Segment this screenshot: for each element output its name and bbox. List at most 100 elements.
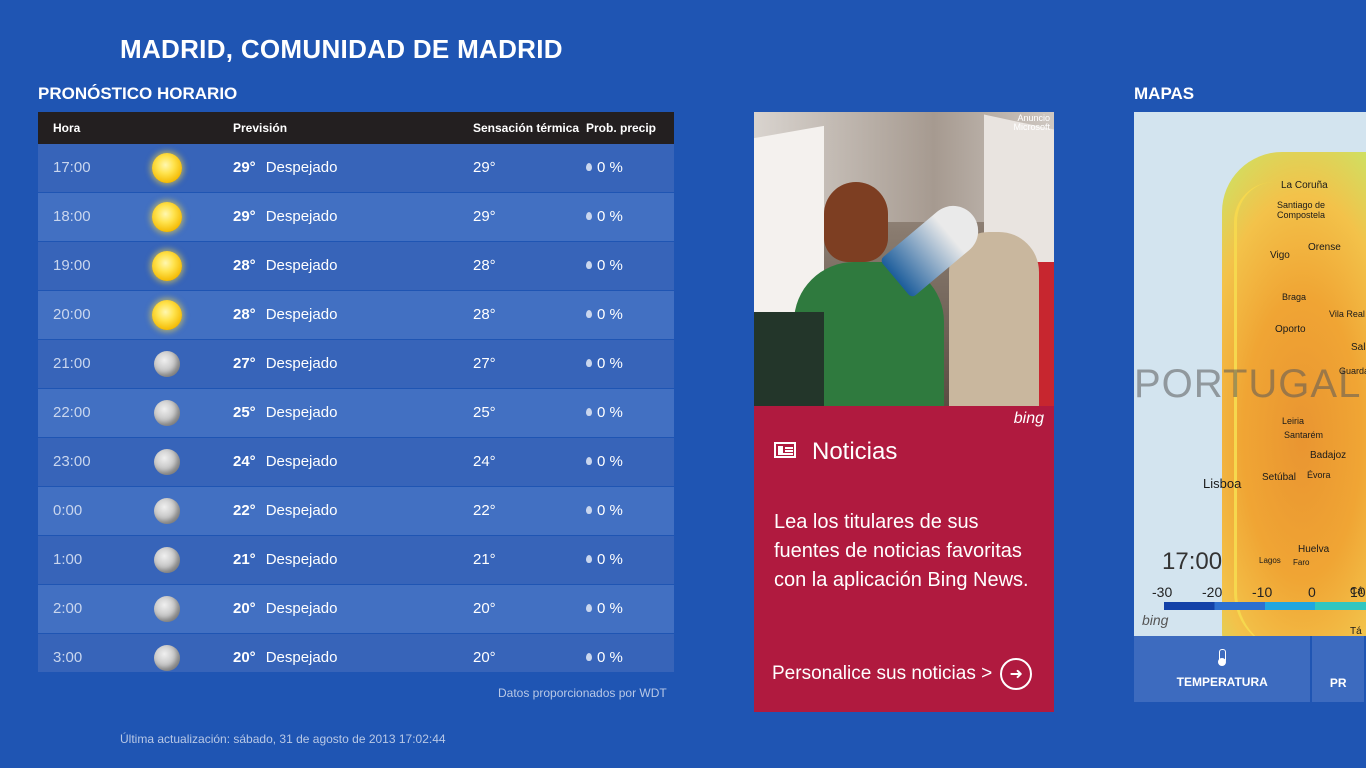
scale-label: -20: [1202, 584, 1223, 600]
row-precip: 0 %: [586, 502, 623, 519]
map-place: Guarda: [1339, 366, 1366, 376]
row-temp: 20°: [233, 649, 256, 666]
map-place: Santarém: [1284, 430, 1324, 440]
row-hour: 21:00: [53, 355, 91, 372]
city-title: MADRID, COMUNIDAD DE MADRID: [120, 34, 563, 64]
data-credit: Datos proporcionados por WDT: [498, 686, 667, 700]
moon-icon: [152, 349, 180, 377]
row-forecast: 21° Despejado: [233, 551, 337, 568]
row-temp: 21°: [233, 551, 256, 568]
raindrop-icon: [586, 555, 592, 563]
map-place: Lisboa: [1203, 476, 1242, 491]
news-ad[interactable]: Anuncio Microsoft bing Noticias Lea los …: [754, 112, 1054, 712]
row-hour: 19:00: [53, 257, 91, 274]
personalize-news-link[interactable]: Personalice sus noticias > ➜: [772, 658, 1033, 690]
row-condition: Despejado: [265, 306, 338, 323]
raindrop-icon: [586, 506, 592, 514]
row-forecast: 24° Despejado: [233, 453, 337, 470]
row-forecast: 27° Despejado: [233, 355, 337, 372]
table-row: 20:00 28° Despejado 28° 0 %: [38, 291, 674, 340]
moon-icon: [152, 398, 180, 426]
row-hour: 2:00: [53, 600, 83, 617]
map-place: La Coruña: [1281, 180, 1328, 191]
row-temp: 24°: [233, 453, 256, 470]
raindrop-icon: [586, 310, 592, 318]
hourly-forecast-table: Hora Previsión Sensación térmica Prob. p…: [38, 112, 674, 672]
table-row: 18:00 29° Despejado 29° 0 %: [38, 193, 674, 242]
row-feels-like: 24°: [473, 453, 496, 470]
raindrop-icon: [586, 457, 592, 465]
map-place: Évora: [1307, 470, 1331, 480]
row-precip: 0 %: [586, 306, 623, 323]
tab-precipitation[interactable]: PR: [1312, 636, 1366, 702]
row-hour: 23:00: [53, 453, 91, 470]
row-condition: Despejado: [265, 502, 338, 519]
row-feels-like: 29°: [473, 208, 496, 225]
column-header-precip: Prob. precip: [586, 121, 657, 135]
row-forecast: 28° Despejado: [233, 306, 337, 323]
row-condition: Despejado: [265, 159, 338, 176]
map-place: Vila Real: [1329, 309, 1365, 319]
raindrop-icon: [586, 261, 592, 269]
row-precip: 0 %: [586, 159, 623, 176]
table-row: 1:00 21° Despejado 21° 0 %: [38, 536, 674, 585]
map-place: Faro: [1293, 558, 1310, 567]
raindrop-icon: [586, 163, 592, 171]
tab-temperature[interactable]: TEMPERATURA: [1134, 636, 1313, 702]
row-temp: 27°: [233, 355, 256, 372]
map-place: Oporto: [1275, 324, 1306, 335]
row-forecast: 28° Despejado: [233, 257, 337, 274]
row-temp: 28°: [233, 306, 256, 323]
map-place: Badajoz: [1310, 450, 1347, 461]
row-forecast: 29° Despejado: [233, 208, 337, 225]
thermometer-icon: [1217, 649, 1226, 666]
raindrop-icon: [586, 212, 592, 220]
ad-photo: Anuncio Microsoft: [754, 112, 1054, 406]
row-hour: 3:00: [53, 649, 83, 666]
row-precip: 0 %: [586, 453, 623, 470]
row-precip: 0 %: [586, 257, 623, 274]
row-temp: 22°: [233, 502, 256, 519]
row-condition: Despejado: [265, 600, 338, 617]
raindrop-icon: [586, 359, 592, 367]
map-place: Sala: [1351, 342, 1366, 353]
scale-label: -10: [1252, 584, 1273, 600]
row-precip: 0 %: [586, 649, 623, 666]
row-hour: 20:00: [53, 306, 91, 323]
cta-label: Personalice sus noticias >: [772, 663, 993, 684]
row-temp: 25°: [233, 404, 256, 421]
table-header: Hora Previsión Sensación térmica Prob. p…: [38, 112, 674, 144]
map-place: Braga: [1282, 292, 1307, 302]
row-feels-like: 21°: [473, 551, 496, 568]
row-feels-like: 25°: [473, 404, 496, 421]
last-update: Última actualización: sábado, 31 de agos…: [120, 732, 446, 746]
row-condition: Despejado: [265, 257, 338, 274]
map-place: Huelva: [1298, 544, 1330, 555]
row-condition: Despejado: [265, 208, 338, 225]
row-forecast: 22° Despejado: [233, 502, 337, 519]
map-place: Leiria: [1282, 416, 1305, 426]
temperature-map[interactable]: PORTUGAL La Coruña Santiago de Compostel…: [1134, 112, 1366, 636]
maps-title[interactable]: MAPAS: [1134, 84, 1195, 103]
raindrop-icon: [586, 604, 592, 612]
arrow-right-icon: ➜: [1000, 658, 1033, 690]
tab-label: TEMPERATURA: [1176, 675, 1268, 689]
row-feels-like: 27°: [473, 355, 496, 372]
map-time: 17:00: [1162, 548, 1223, 575]
scale-label: -30: [1152, 584, 1173, 600]
row-hour: 17:00: [53, 159, 91, 176]
moon-icon: [152, 496, 180, 524]
row-feels-like: 28°: [473, 257, 496, 274]
ad-label: Anuncio Microsoft: [1013, 113, 1050, 132]
map-color-scale: [1164, 602, 1366, 610]
table-row: 2:00 20° Despejado 20° 0 %: [38, 585, 674, 634]
moon-icon: [152, 594, 180, 622]
row-condition: Despejado: [265, 649, 338, 666]
map-coastline: [1234, 182, 1366, 636]
row-hour: 18:00: [53, 208, 91, 225]
table-row: 17:00 29° Despejado 29° 0 %: [38, 144, 674, 193]
row-forecast: 20° Despejado: [233, 600, 337, 617]
row-feels-like: 22°: [473, 502, 496, 519]
map-place: Santiago de Compostela: [1277, 200, 1326, 220]
scale-label: 10: [1350, 584, 1366, 600]
